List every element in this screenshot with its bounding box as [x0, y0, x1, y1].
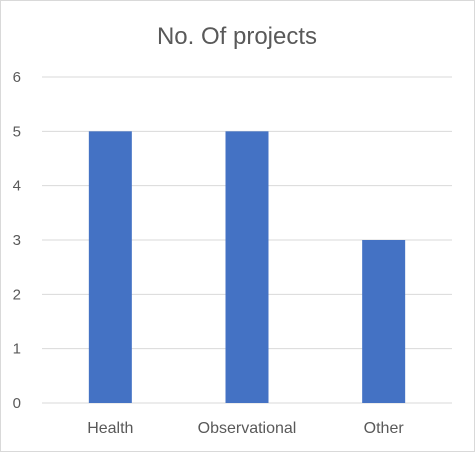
y-axis-ticks: 0 1 2 3 4 5 6: [13, 69, 21, 412]
bar-health: [88, 131, 132, 404]
x-category-label: Observational: [198, 420, 297, 437]
y-tick-label: 3: [13, 232, 21, 249]
chart-title: No. Of projects: [157, 23, 317, 50]
y-tick-label: 2: [13, 286, 21, 303]
x-category-label: Health: [87, 420, 133, 437]
y-tick-label: 0: [13, 395, 21, 412]
y-tick-label: 1: [13, 341, 21, 358]
x-category-label: Other: [364, 420, 405, 437]
y-tick-label: 4: [13, 178, 21, 195]
bar-other: [362, 240, 406, 403]
bars: [88, 131, 406, 404]
x-axis-labels: Health Observational Other: [87, 420, 404, 437]
y-tick-label: 6: [13, 69, 21, 86]
bar-observational: [225, 131, 269, 404]
y-tick-label: 5: [13, 123, 21, 140]
